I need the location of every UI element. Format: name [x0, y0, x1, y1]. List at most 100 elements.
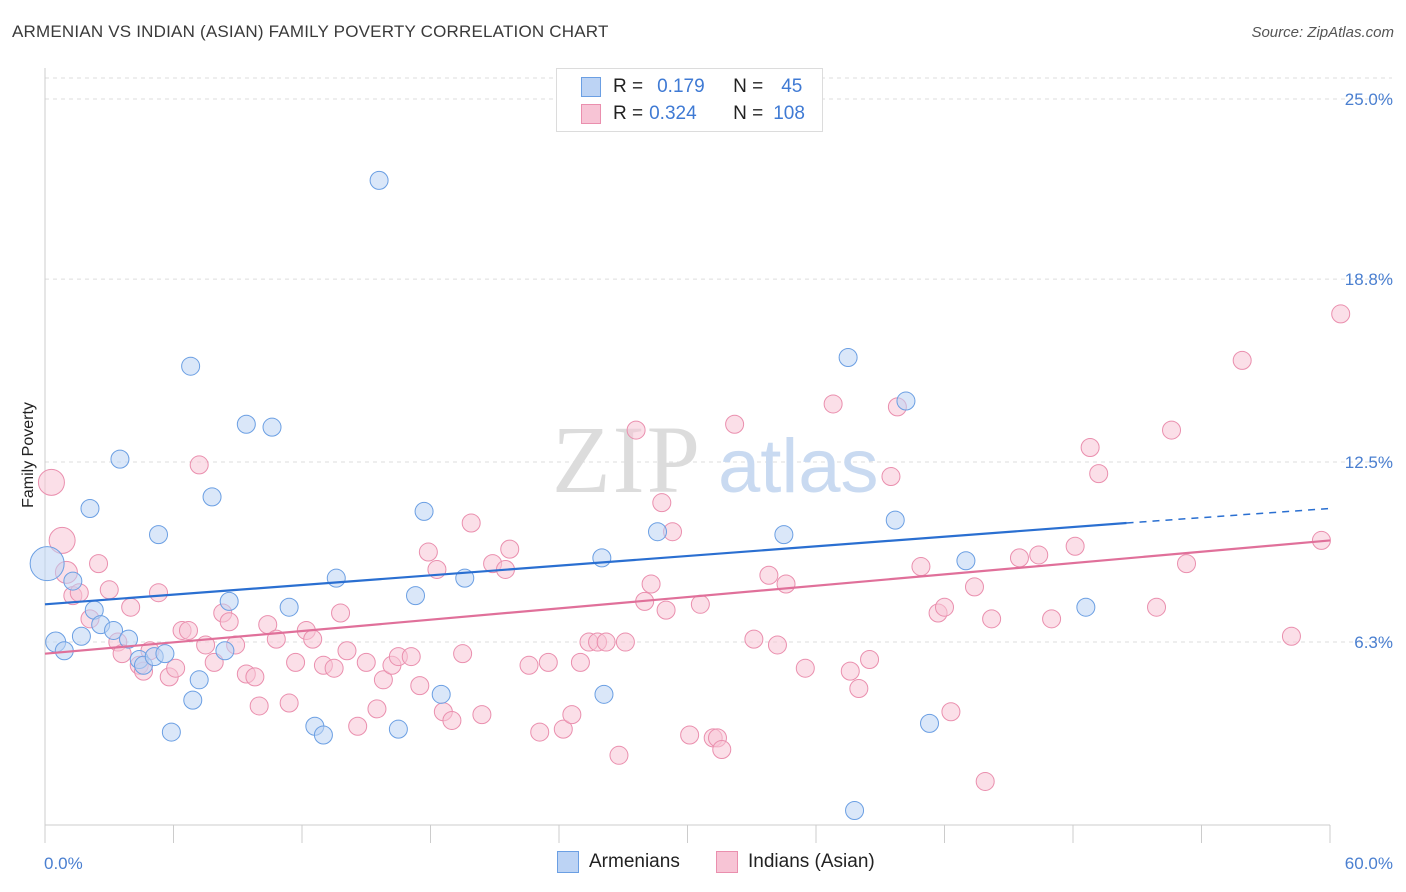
indians-trend-line	[44, 539, 1331, 655]
indian-point	[348, 716, 368, 736]
legend-row-armenians: R = 0.179 N = 45	[581, 75, 802, 99]
armenian-point	[592, 548, 612, 568]
armenian-point	[885, 510, 905, 530]
indian-point	[941, 702, 961, 722]
bottom-legend-label-indians: Indians (Asian)	[748, 851, 875, 872]
watermark-atlas: atlas	[718, 424, 879, 509]
indian-point	[461, 513, 481, 533]
armenian-point	[774, 525, 794, 545]
armenian-point	[279, 597, 299, 617]
indian-point	[367, 699, 387, 719]
armenian-point	[431, 684, 451, 704]
watermark-zip: ZIP	[552, 406, 702, 513]
correlation-legend: R = 0.179 N = 45 R = 0.324 N = 108	[556, 68, 823, 132]
armenian-point	[414, 501, 434, 521]
indian-point	[982, 609, 1002, 629]
indian-point	[725, 414, 745, 434]
bottom-legend-indians[interactable]: Indians (Asian)	[716, 851, 875, 873]
indian-point	[410, 676, 430, 696]
x-tick-label-min: 0.0%	[44, 854, 83, 873]
source-credit: Source: ZipAtlas.com	[1251, 24, 1394, 41]
armenians-trend-extension	[1126, 507, 1331, 524]
indian-point	[881, 467, 901, 487]
indian-point	[596, 632, 616, 652]
legend-r-value-armenians: 0.179	[657, 76, 705, 97]
armenian-point	[63, 571, 83, 591]
legend-r-value-indians: 0.324	[649, 103, 697, 124]
indian-point	[964, 577, 984, 597]
armenians-points	[29, 170, 1096, 820]
indian-point	[911, 557, 931, 577]
armenian-point	[838, 347, 858, 367]
indian-point	[279, 693, 299, 713]
armenian-point	[845, 800, 865, 820]
indian-point	[219, 612, 239, 632]
bottom-swatch-blue	[557, 851, 579, 873]
legend-row-indians: R = 0.324 N = 108	[581, 102, 805, 126]
indian-point	[500, 539, 520, 559]
armenian-point	[80, 498, 100, 518]
bottom-swatch-pink	[716, 851, 738, 873]
indian-point	[680, 725, 700, 745]
indian-point	[356, 652, 376, 672]
legend-r-label: R =	[613, 103, 644, 124]
indian-point	[656, 600, 676, 620]
indian-point	[149, 583, 169, 603]
indian-point	[615, 632, 635, 652]
indian-point	[744, 629, 764, 649]
indian-point	[626, 420, 646, 440]
bottom-legend-armenians[interactable]: Armenians	[557, 851, 680, 873]
indian-point	[418, 542, 438, 562]
indian-point	[935, 597, 954, 617]
armenian-point	[406, 586, 426, 606]
indian-point	[99, 580, 119, 600]
indian-point	[712, 740, 732, 759]
indian-point	[823, 394, 843, 414]
indian-point	[1080, 438, 1100, 457]
indian-point	[373, 670, 393, 690]
armenians-trend-line	[44, 521, 1127, 606]
indian-point	[690, 594, 710, 614]
armenian-point	[215, 641, 235, 661]
indian-point	[89, 554, 109, 574]
indian-point	[776, 574, 796, 594]
indian-point	[472, 705, 492, 725]
armenian-point	[920, 713, 940, 733]
indian-point	[641, 574, 661, 594]
armenian-point	[326, 568, 346, 588]
trend-lines	[44, 507, 1331, 655]
y-tick-label: 12.5%	[1345, 453, 1393, 472]
indian-point	[860, 649, 880, 669]
armenian-point	[262, 417, 282, 437]
watermark: ZIP atlas	[552, 406, 879, 513]
indian-point	[48, 526, 76, 554]
armenian-point	[189, 670, 209, 690]
indian-point	[249, 696, 269, 716]
armenian-point	[119, 629, 139, 649]
y-axis-label: Family Poverty	[20, 402, 37, 508]
indian-point	[538, 652, 558, 672]
indian-point	[1232, 350, 1252, 370]
indian-point	[37, 468, 65, 496]
tick-labels: 6.3% 12.5% 18.8% 25.0% 0.0% 60.0%	[44, 90, 1393, 873]
indian-point	[570, 652, 590, 672]
y-tick-label: 6.3%	[1354, 633, 1393, 652]
legend-r-label: R =	[613, 76, 644, 97]
legend-swatch-blue	[581, 77, 601, 97]
armenian-point	[594, 684, 614, 704]
indian-point	[121, 597, 141, 617]
indian-point	[337, 641, 357, 661]
x-tick-label-max: 60.0%	[1345, 854, 1393, 873]
indian-point	[975, 771, 995, 791]
indian-point	[1162, 420, 1182, 440]
armenian-point	[956, 551, 976, 571]
armenian-point	[648, 522, 668, 542]
armenian-point	[29, 546, 65, 582]
indian-point	[401, 647, 421, 667]
legend-swatch-pink	[581, 104, 601, 124]
indian-point	[245, 667, 265, 687]
y-tick-label: 18.8%	[1345, 270, 1393, 289]
legend-n-value-indians: 108	[773, 103, 805, 124]
indian-point	[1089, 464, 1109, 484]
legend-n-label: N =	[733, 103, 764, 124]
